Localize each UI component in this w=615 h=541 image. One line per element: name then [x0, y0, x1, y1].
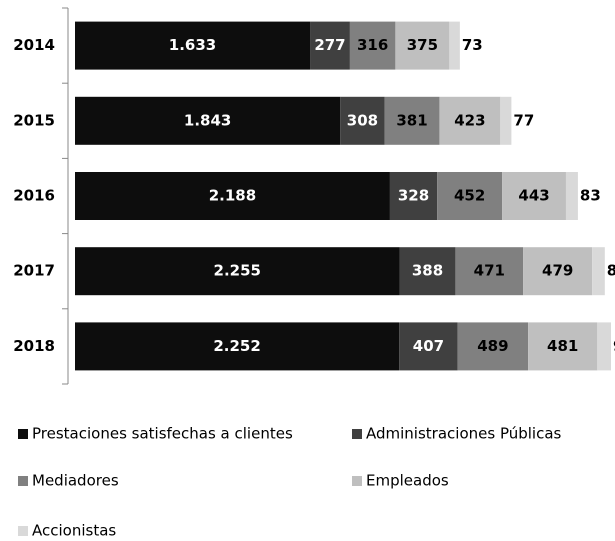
legend-label: Mediadores — [32, 472, 119, 490]
bar-segment — [457, 322, 529, 371]
bar-segment — [349, 21, 396, 70]
value-label: 277 — [314, 36, 345, 54]
value-label: 328 — [398, 187, 429, 205]
category-label: 2015 — [13, 111, 55, 129]
legend-swatch — [18, 429, 28, 439]
bar-segment — [449, 21, 460, 70]
value-label: 2.252 — [213, 337, 260, 355]
value-label: 489 — [477, 337, 508, 355]
bar-segment — [389, 172, 438, 220]
bar-segment — [399, 247, 456, 296]
value-label: 88 — [607, 262, 615, 280]
value-label: 443 — [518, 187, 549, 205]
bar-segment — [340, 96, 385, 145]
value-label: 471 — [474, 262, 505, 280]
bar-segment — [528, 322, 598, 371]
bar-segment — [75, 172, 390, 220]
bar-segment — [502, 172, 566, 220]
bar-segment — [75, 322, 400, 371]
bar-segment — [455, 247, 524, 296]
category-label: 2018 — [13, 337, 55, 355]
legend-swatch — [352, 476, 362, 486]
bar-segment — [399, 322, 458, 371]
category-label: 2016 — [13, 187, 55, 205]
bar-segment — [75, 247, 400, 296]
legend-label: Administraciones Públicas — [366, 425, 562, 443]
value-label: 1.633 — [169, 36, 216, 54]
legend-label: Empleados — [366, 472, 449, 490]
legend-swatch — [352, 429, 362, 439]
bar-segment — [75, 96, 341, 145]
value-label: 1.843 — [184, 111, 231, 129]
bar-segment — [384, 96, 440, 145]
value-label: 407 — [413, 337, 444, 355]
value-label: 481 — [547, 337, 578, 355]
bar-segment — [439, 96, 501, 145]
legend-swatch — [18, 476, 28, 486]
value-label: 316 — [357, 36, 388, 54]
value-label: 381 — [396, 111, 427, 129]
bar-segment — [500, 96, 512, 145]
value-label: 375 — [407, 36, 438, 54]
value-label: 2.255 — [214, 262, 261, 280]
bar-segment — [592, 247, 605, 296]
value-label: 388 — [412, 262, 443, 280]
bar-segment — [395, 21, 450, 70]
value-label: 452 — [454, 187, 485, 205]
bar-segment — [565, 172, 578, 220]
legend-label: Prestaciones satisfechas a clientes — [32, 425, 293, 443]
bar-segment — [437, 172, 503, 220]
value-label: 77 — [513, 111, 534, 129]
value-label: 83 — [580, 187, 601, 205]
value-label: 479 — [542, 262, 573, 280]
value-label: 95 — [613, 337, 615, 355]
value-label: 73 — [462, 36, 483, 54]
value-label: 423 — [454, 111, 485, 129]
bar-segment — [310, 21, 350, 70]
value-label: 2.188 — [209, 187, 256, 205]
value-label: 308 — [347, 111, 378, 129]
category-label: 2017 — [13, 262, 55, 280]
bar-segment — [597, 322, 611, 371]
bar-segment — [523, 247, 593, 296]
bar-segment — [75, 21, 311, 70]
legend-swatch — [18, 526, 28, 536]
category-label: 2014 — [13, 36, 55, 54]
legend-label: Accionistas — [32, 522, 116, 540]
